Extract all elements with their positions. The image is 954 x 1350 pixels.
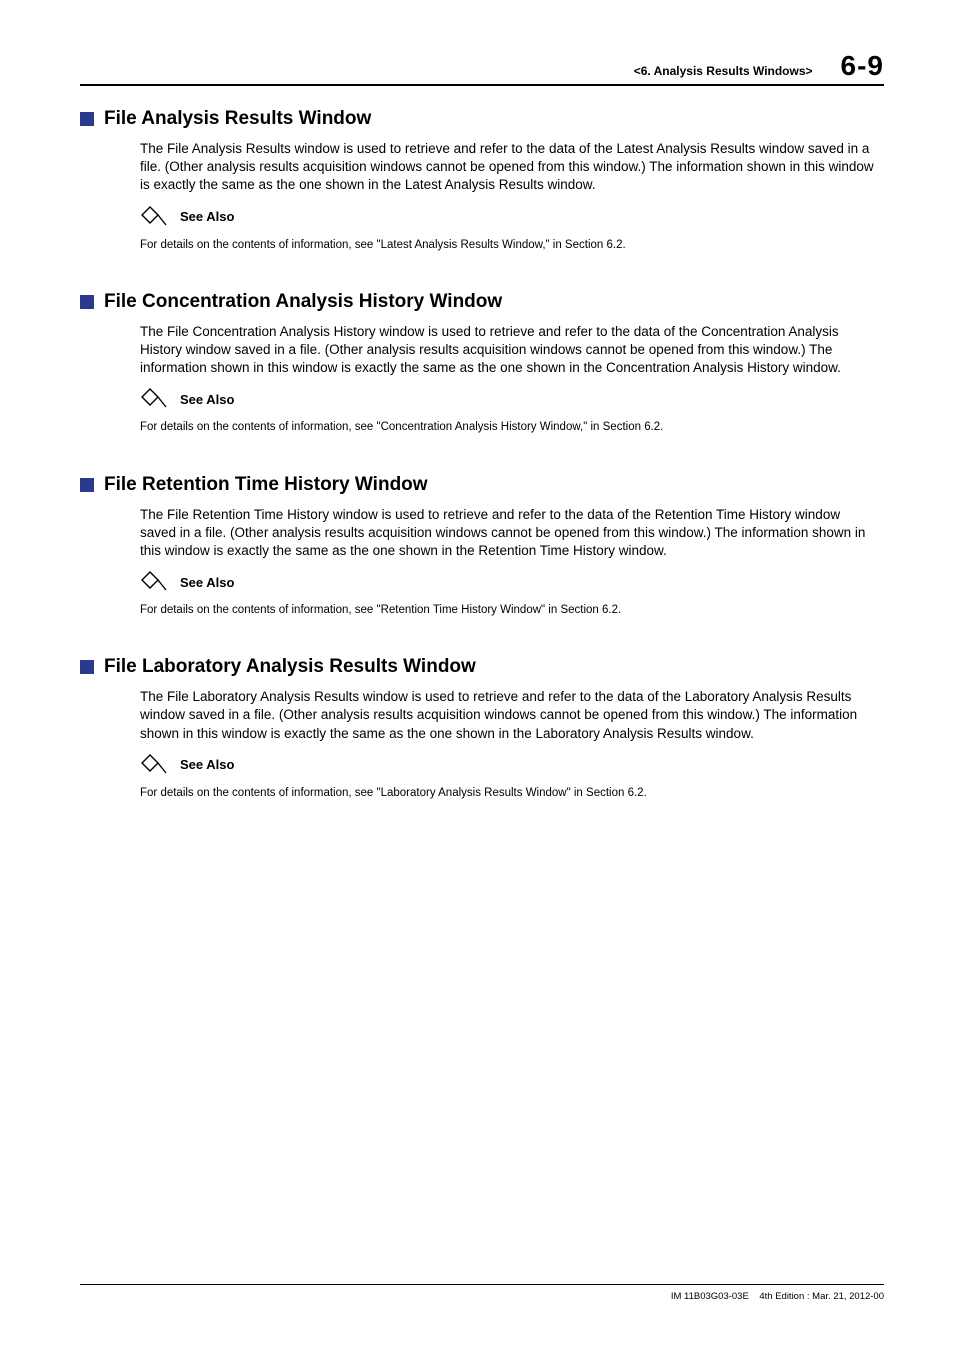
- breadcrumb: <6. Analysis Results Windows>: [634, 64, 813, 78]
- section-title-row: File Retention Time History Window: [80, 474, 884, 496]
- footer-edition: 4th Edition : Mar. 21, 2012-00: [759, 1291, 884, 1302]
- section-body: The File Retention Time History window i…: [140, 506, 874, 561]
- section-body: The File Concentration Analysis History …: [140, 323, 874, 378]
- section-file-concentration-history: File Concentration Analysis History Wind…: [80, 291, 884, 436]
- see-also-text: For details on the contents of informati…: [140, 602, 884, 618]
- section-file-retention-time-history: File Retention Time History Window The F…: [80, 474, 884, 619]
- see-also-row: See Also: [140, 570, 884, 594]
- section-heading: File Analysis Results Window: [104, 108, 371, 130]
- page-footer: IM 11B03G03-03E 4th Edition : Mar. 21, 2…: [80, 1284, 884, 1302]
- see-also-icon: [140, 387, 168, 411]
- see-also-label: See Also: [180, 392, 234, 407]
- see-also-text: For details on the contents of informati…: [140, 785, 884, 801]
- section-heading: File Retention Time History Window: [104, 474, 428, 496]
- see-also-row: See Also: [140, 387, 884, 411]
- see-also-label: See Also: [180, 209, 234, 224]
- section-file-analysis-results: File Analysis Results Window The File An…: [80, 108, 884, 253]
- section-heading: File Concentration Analysis History Wind…: [104, 291, 502, 313]
- see-also-label: See Also: [180, 575, 234, 590]
- square-bullet-icon: [80, 660, 94, 674]
- see-also-row: See Also: [140, 205, 884, 229]
- section-body: The File Laboratory Analysis Results win…: [140, 688, 874, 743]
- see-also-text: For details on the contents of informati…: [140, 419, 884, 435]
- page-header: <6. Analysis Results Windows> 6-9: [80, 50, 884, 86]
- see-also-label: See Also: [180, 757, 234, 772]
- section-title-row: File Analysis Results Window: [80, 108, 884, 130]
- section-file-laboratory-results: File Laboratory Analysis Results Window …: [80, 656, 884, 801]
- see-also-text: For details on the contents of informati…: [140, 237, 884, 253]
- section-body: The File Analysis Results window is used…: [140, 140, 874, 195]
- square-bullet-icon: [80, 295, 94, 309]
- section-title-row: File Laboratory Analysis Results Window: [80, 656, 884, 678]
- section-title-row: File Concentration Analysis History Wind…: [80, 291, 884, 313]
- footer-doc-id: IM 11B03G03-03E: [671, 1291, 749, 1302]
- square-bullet-icon: [80, 112, 94, 126]
- see-also-icon: [140, 753, 168, 777]
- page-number: 6-9: [841, 50, 884, 82]
- see-also-row: See Also: [140, 753, 884, 777]
- section-heading: File Laboratory Analysis Results Window: [104, 656, 476, 678]
- square-bullet-icon: [80, 478, 94, 492]
- see-also-icon: [140, 205, 168, 229]
- page-container: <6. Analysis Results Windows> 6-9 File A…: [0, 0, 954, 801]
- see-also-icon: [140, 570, 168, 594]
